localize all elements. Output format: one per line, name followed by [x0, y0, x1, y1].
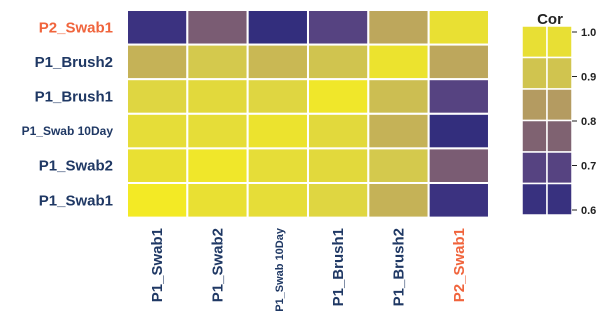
legend-swatch [546, 25, 573, 59]
heatmap-cell [427, 147, 490, 184]
heatmap-cell [427, 182, 490, 219]
heatmap-cell [367, 43, 430, 81]
y-tick-label: P1_Brush1 [35, 89, 113, 106]
legend-title: Cor [537, 11, 563, 28]
heatmap-cell [246, 147, 309, 184]
legend-tick-label: 1.0 [581, 27, 596, 39]
legend-tick-label: 0.7 [581, 161, 596, 173]
heatmap-cell [186, 43, 249, 81]
heatmap-cell [186, 182, 249, 219]
y-tick-label: P1_Swab 10Day [22, 124, 114, 138]
heatmap-cell [246, 9, 309, 46]
heatmap-cell [126, 147, 189, 184]
legend-ticks: 1.0 0.9 0.8 0.7 0.6 [572, 27, 596, 217]
x-tick-label: P1_Brush1 [330, 228, 347, 306]
heatmap-cell [186, 112, 249, 150]
heatmap-cell [306, 9, 370, 46]
heatmap-cell [126, 43, 189, 81]
y-tick-label: P1_Swab1 [39, 192, 113, 209]
legend-swatch [546, 56, 573, 90]
heatmap-cell [306, 43, 370, 81]
heatmap-cell [306, 147, 370, 184]
y-tick-label: P1_Swab2 [39, 158, 113, 175]
heatmap-cell [246, 182, 309, 219]
heatmap-cell [186, 78, 249, 115]
legend-swatch [546, 88, 573, 122]
heatmap-cell [427, 112, 490, 150]
legend-tick-label: 0.6 [581, 205, 596, 217]
heatmap-cell [306, 112, 370, 150]
x-axis-labels: P1_Swab1 P1_Swab2 P1_Swab 10Day P1_Brush1 P1… [149, 227, 468, 312]
legend-colorbar [521, 25, 573, 216]
legend-swatch [521, 151, 548, 185]
legend-swatch [546, 119, 573, 153]
heatmap-cell [427, 78, 490, 115]
heatmap-cell [126, 9, 189, 46]
legend-swatch [521, 88, 548, 122]
legend-swatch [521, 56, 548, 90]
heatmap-cell [427, 9, 490, 46]
legend: Cor 1.0 0.9 0.8 0.7 0.6 [521, 11, 596, 217]
legend-swatch [521, 119, 548, 153]
y-axis-labels: P2_Swab1 P1_Brush2 P1_Brush1 P1_Swab 10Day P… [22, 19, 114, 209]
heatmap-cell [126, 182, 189, 219]
heatmap-cell [186, 9, 249, 46]
heatmap-cell [186, 147, 249, 184]
legend-swatch [546, 151, 573, 185]
y-tick-label: P1_Brush2 [35, 54, 113, 71]
heatmap-cell [367, 112, 430, 150]
heatmap-cell [367, 78, 430, 115]
heatmap-cell [126, 112, 189, 150]
heatmap-cell [427, 43, 490, 81]
legend-swatch [521, 182, 548, 216]
x-tick-label: P1_Swab2 [209, 228, 226, 302]
heatmap-cell [367, 182, 430, 219]
x-tick-label: P1_Swab1 [149, 228, 166, 302]
legend-swatch [521, 25, 548, 59]
heatmap-cell [306, 182, 370, 219]
heatmap-cell [367, 147, 430, 184]
heatmap-cell [367, 9, 430, 46]
legend-tick-label: 0.8 [581, 116, 596, 128]
heatmap-cell [246, 78, 309, 115]
legend-tick-label: 0.9 [581, 72, 596, 84]
x-tick-label: P1_Brush2 [390, 228, 407, 306]
heatmap-cells [126, 9, 490, 219]
x-tick-label: P1_Swab 10Day [274, 227, 286, 312]
x-tick-label: P2_Swab1 [451, 228, 468, 302]
heatmap-cell [246, 112, 309, 150]
y-tick-label: P2_Swab1 [39, 19, 113, 36]
legend-swatch [546, 182, 573, 216]
heatmap-cell [306, 78, 370, 115]
heatmap-cell [126, 78, 189, 115]
heatmap-cell [246, 43, 309, 81]
